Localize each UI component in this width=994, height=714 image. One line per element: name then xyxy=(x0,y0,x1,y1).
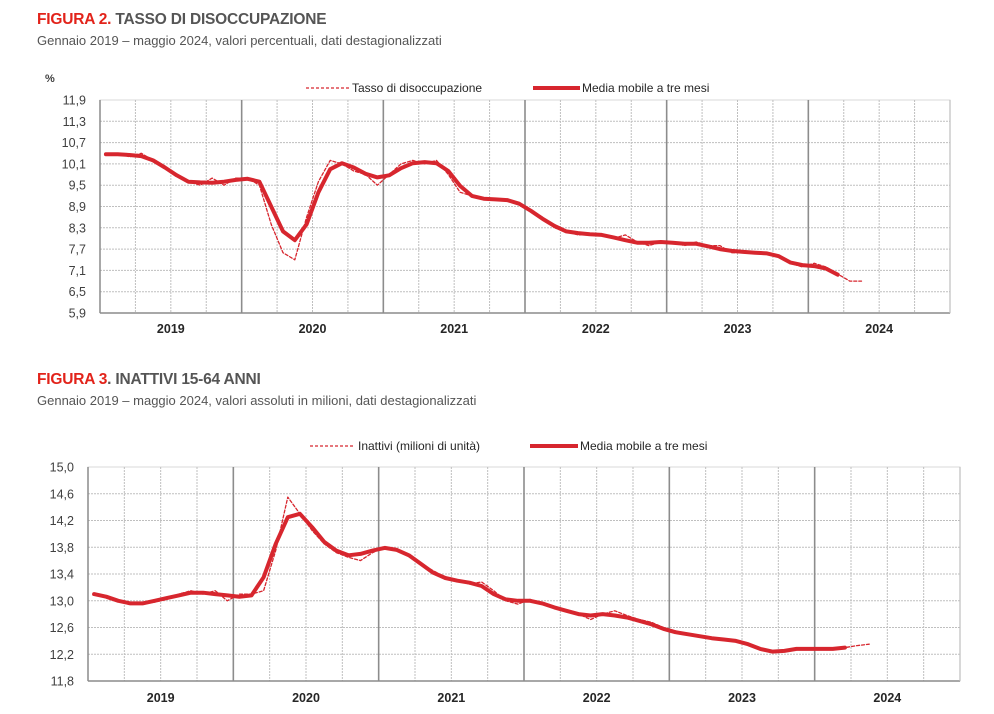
x-year-label: 2020 xyxy=(299,322,327,336)
legend: Tasso di disoccupazione Media mobile a t… xyxy=(306,81,709,95)
x-year-label: 2022 xyxy=(583,691,611,705)
x-year-label: 2024 xyxy=(865,322,893,336)
series-line-moving-average xyxy=(103,152,840,277)
y-tick-label: 13,8 xyxy=(50,541,74,555)
legend-label-ma: Media mobile a tre mesi xyxy=(580,439,707,453)
figure-3-number-sep: . xyxy=(107,371,112,388)
figure-3-number: FIGURA 3 xyxy=(37,371,108,388)
y-tick-label: 10,7 xyxy=(62,136,86,150)
y-tick-label: 5,9 xyxy=(69,307,86,321)
unemployment-rate-chart: % Tasso di disoccupazione Media mobile a… xyxy=(45,73,951,336)
y-tick-label: 6,5 xyxy=(69,285,86,299)
y-tick-label: 14,6 xyxy=(50,487,74,501)
x-year-label: 2022 xyxy=(582,322,610,336)
y-tick-label: 12,2 xyxy=(50,648,74,662)
y-tick-label: 7,7 xyxy=(69,243,86,257)
figure-2-title: FIGURA 2. TASSO DI DISOCCUPAZIONE xyxy=(37,11,327,29)
y-tick-label: 8,3 xyxy=(69,221,86,235)
legend-label-raw: Inattivi (milioni di unità) xyxy=(358,439,480,453)
x-year-label: 2020 xyxy=(292,691,320,705)
x-year-label: 2019 xyxy=(157,322,185,336)
y-tick-label: 11,9 xyxy=(63,94,86,108)
x-year-label: 2021 xyxy=(440,322,468,336)
y-tick-label: 15,0 xyxy=(50,461,74,475)
legend: Inattivi (milioni di unità) Media mobile… xyxy=(310,439,707,453)
y-tick-label: 9,5 xyxy=(69,179,86,193)
x-year-label: 2023 xyxy=(728,691,756,705)
y-axis-ticks: 15,0 14,6 14,2 13,8 13,4 13,0 12,6 12,2 11,8 xyxy=(50,461,74,689)
grid xyxy=(87,466,961,682)
x-year-label: 2019 xyxy=(147,691,175,705)
y-tick-label: 8,9 xyxy=(69,200,86,214)
inactive-population-chart: Inattivi (milioni di unità) Media mobile… xyxy=(50,439,961,705)
figure-2-title-text: TASSO DI DISOCCUPAZIONE xyxy=(115,11,327,28)
x-year-label: 2024 xyxy=(873,691,901,705)
x-axis-years: 2019 2020 2021 2022 2023 2024 xyxy=(147,691,902,705)
x-year-label: 2023 xyxy=(724,322,752,336)
series xyxy=(103,152,863,282)
y-tick-label: 13,4 xyxy=(50,568,74,582)
figure-2-subtitle: Gennaio 2019 – maggio 2024, valori perce… xyxy=(37,33,442,48)
series xyxy=(92,496,870,654)
y-axis-ticks: 11,9 11,3 10,7 10,1 9,5 8,9 8,3 7,7 7,1 6,5 5,9 xyxy=(62,94,86,321)
figure-3-title: FIGURA 3. INATTIVI 15-64 ANNI xyxy=(37,371,261,389)
legend-label-raw: Tasso di disoccupazione xyxy=(352,81,482,95)
y-tick-label: 7,1 xyxy=(69,264,86,278)
series-line-moving-average xyxy=(92,511,847,654)
x-axis-years: 2019 2020 2021 2022 2023 2024 xyxy=(157,322,893,336)
y-tick-label: 14,2 xyxy=(50,514,74,528)
y-tick-label: 12,6 xyxy=(50,621,74,635)
x-year-label: 2021 xyxy=(437,691,465,705)
y-tick-label: 10,1 xyxy=(62,157,86,171)
y-tick-label: 13,0 xyxy=(50,594,74,608)
figure-3-title-text: INATTIVI 15-64 ANNI xyxy=(115,371,261,388)
figure-3-subtitle: Gennaio 2019 – maggio 2024, valori assol… xyxy=(37,393,477,408)
legend-label-ma: Media mobile a tre mesi xyxy=(582,81,709,95)
figure-2-number: FIGURA 2. xyxy=(37,11,112,28)
y-tick-label: 11,3 xyxy=(63,115,86,129)
y-tick-label: 11,8 xyxy=(51,675,74,689)
y-unit-label: % xyxy=(45,73,55,85)
